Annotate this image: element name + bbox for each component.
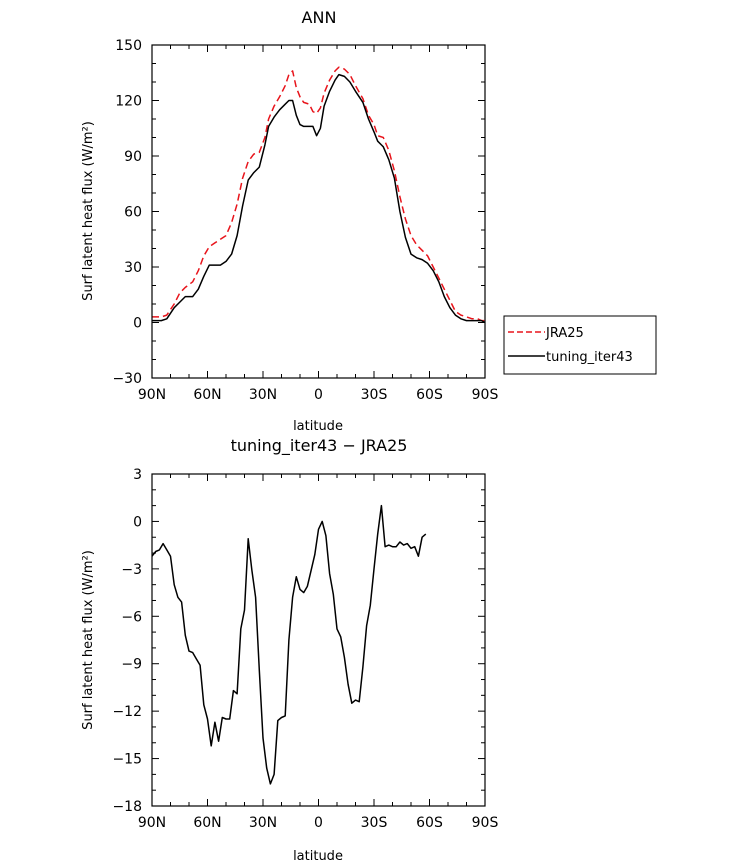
y-tick-label: 150	[115, 38, 142, 54]
x-tick-label: 90S	[472, 815, 499, 831]
y-tick-label: 90	[124, 149, 142, 165]
y-tick-label: 120	[115, 94, 142, 110]
top-x-axis-label: latitude	[293, 419, 343, 434]
top-chart-title: ANN	[302, 8, 337, 27]
legend-label-tuning-iter43: tuning_iter43	[546, 350, 633, 365]
y-tick-label: −15	[112, 752, 142, 768]
y-tick-label: 0	[133, 514, 142, 530]
x-tick-label: 60N	[193, 815, 221, 831]
y-tick-label: −30	[112, 371, 142, 387]
top-panel: ANN 90N 60N 30N 0 30S 60S 90S−300306090120150 …	[81, 8, 498, 434]
top-plot-frame	[151, 44, 486, 379]
y-tick-label: −9	[121, 657, 142, 673]
x-tick-label: 90S	[472, 387, 499, 403]
y-tick-label: −18	[112, 799, 142, 815]
series-line-tuning-iter43	[152, 73, 486, 324]
y-tick-label: −12	[112, 704, 142, 720]
bottom-y-axis-label: Surf latent heat flux (W/m²)	[81, 550, 96, 730]
x-tick-label: 90N	[138, 815, 166, 831]
x-tick-label: 0	[314, 815, 323, 831]
bottom-ticks: 90N 60N 30N 0 30S 60S 90S −18 −15 −12 −9 −6 −3 0 3	[112, 467, 498, 831]
top-ticks: 90N 60N 30N 0 30S 60S 90S −30 0 30 60 90 120 150	[112, 38, 498, 403]
y-tick-label: −6	[121, 609, 142, 625]
x-tick-label: 30S	[361, 387, 388, 403]
y-tick-label: 3	[133, 467, 142, 483]
x-tick-label: 0	[314, 387, 323, 403]
bottom-chart-title: tuning_iter43 − JRA25	[231, 436, 408, 456]
y-tick-label: 30	[124, 260, 142, 276]
y-tick-label: 0	[133, 316, 142, 332]
x-tick-label: 60N	[193, 387, 221, 403]
top-series-layer	[152, 66, 486, 324]
bottom-series-layer	[151, 504, 427, 785]
x-tick-label: 90N	[138, 387, 166, 403]
top-y-axis-label: Surf latent heat flux (W/m²)	[81, 121, 96, 301]
x-tick-label: 30N	[249, 387, 277, 403]
x-tick-label: 30N	[249, 815, 277, 831]
legend-box	[503, 315, 657, 375]
y-tick-label: 60	[124, 205, 142, 221]
x-tick-label: 60S	[416, 815, 443, 831]
series-line-jra25	[152, 66, 485, 322]
x-tick-label: 30S	[361, 815, 388, 831]
bottom-panel: tuning_iter43 − JRA25 90N 60N 30N 0 30S 60S 90…	[81, 436, 498, 864]
bottom-plot-frame	[151, 473, 486, 807]
legend-label-jra25: JRA25	[545, 326, 584, 341]
x-tick-label: 60S	[416, 387, 443, 403]
series-line-difference	[151, 504, 427, 785]
bottom-x-axis-label: latitude	[293, 849, 343, 864]
legend: JRA25 tuning_iter43	[503, 315, 657, 375]
y-tick-label: −3	[121, 562, 142, 578]
